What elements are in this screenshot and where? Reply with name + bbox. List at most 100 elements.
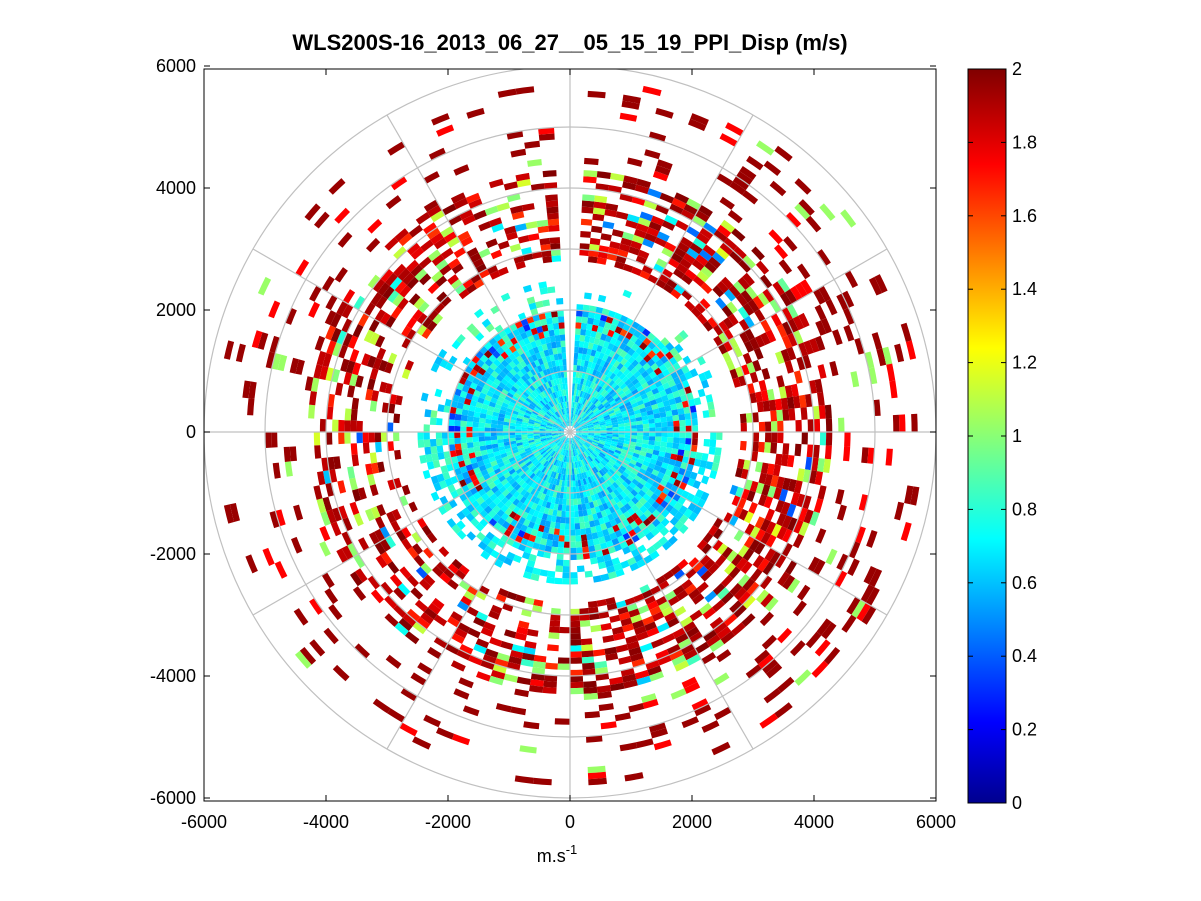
- data-cell: [814, 471, 823, 486]
- data-cell: [568, 438, 570, 445]
- data-cell: [688, 118, 707, 132]
- data-cell: [533, 599, 544, 607]
- data-cell: [606, 425, 613, 429]
- data-cell: [541, 419, 548, 424]
- data-cell: [437, 505, 448, 516]
- data-cell: [443, 451, 451, 459]
- data-cell: [577, 409, 582, 416]
- data-cell: [537, 511, 544, 519]
- data-cell: [825, 432, 833, 446]
- data-cell: [551, 414, 558, 420]
- data-cell: [587, 455, 593, 462]
- data-cell: [570, 651, 582, 658]
- data-cell: [527, 462, 534, 469]
- data-cell: [551, 432, 558, 434]
- data-cell: [624, 378, 632, 386]
- data-cell: [817, 391, 825, 406]
- data-cell: [761, 658, 779, 674]
- data-cell: [589, 375, 595, 382]
- data-cell: [553, 437, 560, 441]
- data-cell: [472, 421, 479, 428]
- data-cell: [570, 438, 572, 445]
- data-cell: [574, 449, 578, 456]
- data-cell: [559, 454, 563, 461]
- data-cell: [636, 399, 644, 406]
- data-cell: [617, 401, 625, 408]
- data-cell: [580, 446, 585, 453]
- data-cell: [676, 402, 684, 410]
- data-cell: [374, 432, 382, 443]
- data-cell: [582, 366, 588, 374]
- data-cell: [340, 358, 350, 372]
- data-cell: [754, 528, 766, 542]
- data-cell: [558, 433, 565, 436]
- data-cell: [622, 413, 629, 418]
- data-cell: [658, 451, 666, 458]
- data-cell: [366, 237, 381, 253]
- data-cell: [610, 456, 618, 462]
- data-cell: [585, 367, 591, 374]
- data-cell: [513, 342, 522, 351]
- data-cell: [525, 460, 533, 467]
- data-cell: [629, 562, 640, 572]
- data-cell: [641, 328, 651, 338]
- data-cell: [518, 339, 526, 348]
- data-cell: [636, 178, 652, 189]
- data-cell: [353, 554, 366, 569]
- data-cell: [488, 518, 498, 527]
- data-cell: [528, 321, 537, 330]
- data-cell: [716, 173, 733, 187]
- x-tick-label: -6000: [181, 812, 227, 832]
- data-cell: [606, 386, 614, 394]
- data-cell: [770, 313, 782, 327]
- data-cell: [655, 107, 674, 119]
- data-cell: [536, 372, 543, 380]
- data-cell: [581, 425, 588, 429]
- data-cell: [521, 421, 529, 426]
- data-cell: [404, 360, 414, 371]
- data-cell: [823, 458, 831, 473]
- data-cell: [755, 260, 770, 275]
- data-cell: [645, 659, 660, 670]
- data-cell: [450, 456, 458, 464]
- data-cell: [787, 517, 798, 532]
- data-cell: [780, 348, 791, 363]
- data-cell: [561, 389, 565, 397]
- data-cell: [609, 337, 618, 345]
- data-cell: [567, 450, 569, 457]
- data-cell: [483, 458, 491, 465]
- data-cell: [593, 438, 600, 442]
- data-cell: [606, 395, 613, 402]
- data-cell: [375, 554, 388, 569]
- data-cell: [776, 409, 784, 422]
- data-cell: [649, 399, 657, 406]
- data-cell: [654, 237, 667, 248]
- data-cell: [674, 510, 684, 521]
- data-cell: [885, 448, 893, 466]
- data-cell: [571, 401, 574, 408]
- data-cell: [784, 289, 798, 304]
- data-cell: [427, 646, 442, 660]
- data-cell: [385, 272, 398, 287]
- data-cell: [571, 444, 573, 451]
- data-cell: [593, 424, 600, 427]
- data-cell: [729, 600, 743, 614]
- data-cell: [665, 342, 675, 352]
- data-cell: [798, 394, 807, 408]
- data-cell: [783, 236, 798, 252]
- data-cell: [673, 501, 683, 511]
- data-cell: [573, 414, 577, 421]
- data-cell: [527, 479, 535, 487]
- data-cell: [588, 411, 594, 417]
- data-cell: [553, 328, 560, 336]
- data-cell: [513, 451, 520, 457]
- data-cell: [624, 437, 631, 442]
- data-cell: [639, 478, 647, 486]
- data-cell: [558, 377, 563, 385]
- data-cell: [545, 355, 552, 363]
- data-cell: [669, 347, 679, 357]
- data-cell: [592, 500, 599, 508]
- data-cell: [309, 391, 317, 406]
- data-cell: [493, 468, 502, 475]
- data-cell: [860, 584, 875, 603]
